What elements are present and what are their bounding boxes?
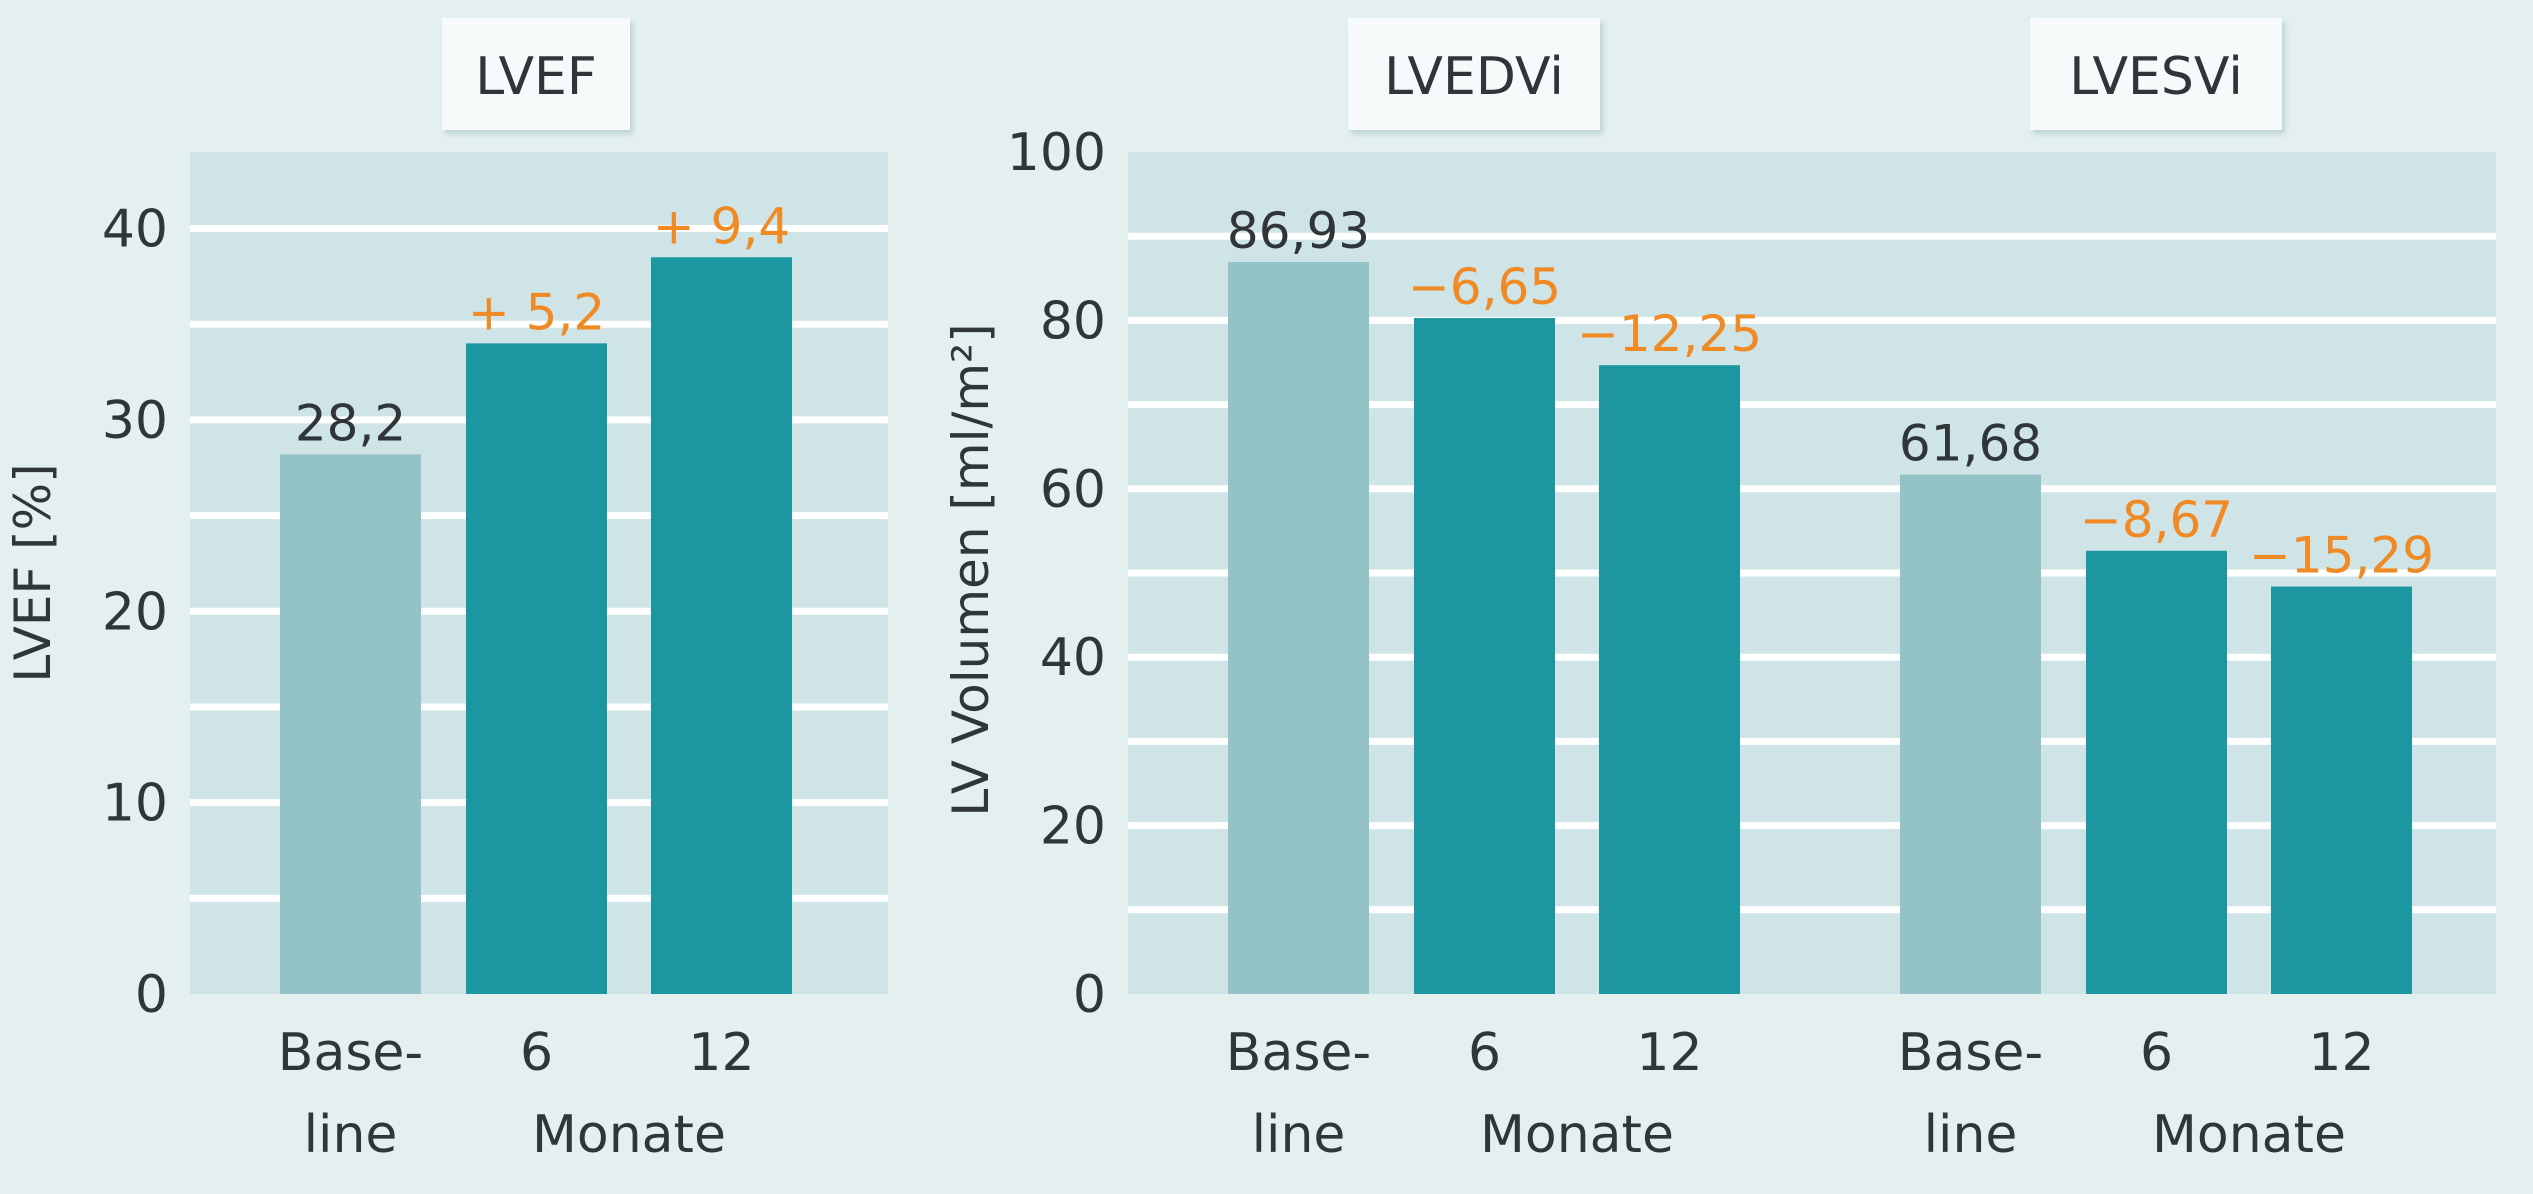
lvef-y-axis-title: LVEF [%] <box>4 463 62 682</box>
lvesvi-bar <box>2271 586 2412 994</box>
lvedvi-bar <box>1599 365 1740 994</box>
lvef-ytick-label: 20 <box>102 582 168 642</box>
lvef-title: LVEF <box>475 47 597 107</box>
lvef-bar <box>651 257 792 994</box>
lvedvi-data-label: 86,93 <box>1227 202 1370 260</box>
lvef-bar <box>280 454 421 994</box>
lvef-ytick-label: 30 <box>102 391 168 451</box>
lvesvi-category-label: 6 <box>2140 1023 2173 1083</box>
lv-volume-chart: 0 20 40 60 80 100 LV Volumen [ml/m²] LVEDVi LVES… <box>942 18 2496 1165</box>
lvedvi-bar <box>1228 262 1369 994</box>
lvef-data-label: + 5,2 <box>468 283 605 341</box>
lvedvi-group-label: Monate <box>1480 1105 1674 1165</box>
lvef-bar <box>466 343 607 994</box>
lvef-category-label: 6 <box>520 1023 553 1083</box>
lvesvi-category-label: 12 <box>2308 1023 2374 1083</box>
lvesvi-category-label: line <box>1924 1105 2018 1165</box>
lvedvi-title-box <box>1348 18 1600 130</box>
volume-y-axis-title: LV Volumen [ml/m²] <box>942 323 1000 816</box>
lvesvi-group-label: Monate <box>2152 1105 2346 1165</box>
lvef-group-label: Monate <box>532 1105 726 1165</box>
lvedvi-category-label: 6 <box>1468 1023 1501 1083</box>
lvedvi-category-label: line <box>1252 1105 1346 1165</box>
lvesvi-data-label: −15,29 <box>2249 527 2434 585</box>
lvef-ytick-label: 0 <box>135 965 168 1025</box>
lvef-ytick-label: 10 <box>102 774 168 834</box>
volume-ytick-label: 100 <box>1007 123 1106 183</box>
volume-ytick-label: 40 <box>1040 628 1106 688</box>
lvesvi-data-label: 61,68 <box>1899 415 2042 473</box>
lvesvi-bar <box>2086 550 2227 994</box>
lvesvi-title-box <box>2030 18 2282 130</box>
lvedvi-category-label: 12 <box>1636 1023 1702 1083</box>
volume-ytick-label: 60 <box>1040 460 1106 520</box>
lvef-title-box <box>442 18 630 130</box>
lvesvi-title: LVESVi <box>2069 47 2243 107</box>
lvedvi-data-label: −12,25 <box>1577 305 1762 363</box>
lvesvi-category-label: Base- <box>1898 1023 2043 1083</box>
lvedvi-title: LVEDVi <box>1384 47 1564 107</box>
volume-ytick-label: 20 <box>1040 797 1106 857</box>
lvef-chart: 0 10 20 30 40 LVEF [%] LVEF 28,2 Base-line + 5,2 6… <box>4 18 888 1165</box>
volume-ytick-label: 80 <box>1040 291 1106 351</box>
lvef-data-label: + 9,4 <box>653 197 790 255</box>
volume-ytick-label: 0 <box>1073 965 1106 1025</box>
lvef-category-label: Base- <box>278 1023 423 1083</box>
lvef-ytick-label: 40 <box>102 200 168 260</box>
lvedvi-bar <box>1414 318 1555 995</box>
lvedvi-category-label: Base- <box>1226 1023 1371 1083</box>
lvesvi-bar <box>1900 474 2041 994</box>
lvef-category-label: 12 <box>688 1023 754 1083</box>
lvesvi-data-label: −8,67 <box>2080 491 2233 549</box>
lvef-data-label: 28,2 <box>295 394 406 452</box>
lvef-category-label: line <box>304 1105 398 1165</box>
lvedvi-data-label: −6,65 <box>1408 258 1561 316</box>
